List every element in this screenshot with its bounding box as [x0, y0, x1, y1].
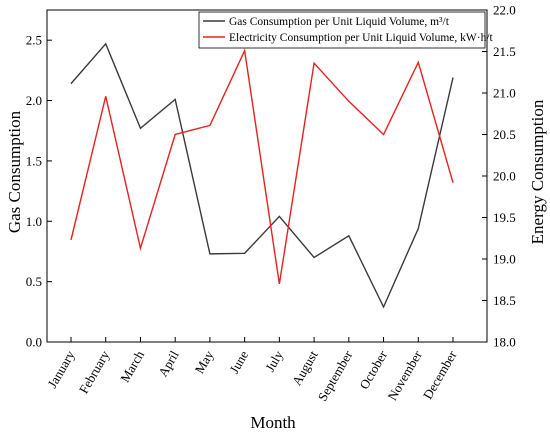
legend-label: Electricity Consumption per Unit Liquid …	[229, 32, 494, 44]
gas-consumption-line	[70, 42, 454, 309]
x-axis-title: Month	[250, 413, 296, 432]
legend-label: Gas Consumption per Unit Liquid Volume, …	[229, 16, 450, 28]
right-tick-label: 20.0	[493, 169, 516, 184]
left-tick-label: 1.5	[26, 153, 42, 168]
legend: Gas Consumption per Unit Liquid Volume, …	[198, 11, 494, 49]
left-tick-label: 2.5	[26, 33, 42, 48]
series-lines	[70, 42, 454, 309]
electricity-consumption-line	[70, 48, 454, 285]
left-tick-label: 2.0	[26, 93, 42, 108]
left-tick-label: 0.5	[26, 274, 42, 289]
right-tick-label: 18.0	[493, 335, 516, 350]
right-tick-label: 20.5	[493, 127, 516, 142]
legend-box	[198, 11, 486, 49]
left-tick-label: 0.0	[26, 335, 42, 350]
left-axis-ticks: 0.0 0.5 1.0 1.5 2.0 2.5	[26, 33, 52, 350]
left-axis-title: Gas Consumption	[5, 110, 24, 233]
right-tick-label: 18.5	[493, 293, 516, 308]
right-tick-label: 22.0	[493, 3, 516, 18]
right-tick-label: 19.5	[493, 210, 516, 225]
right-axis-ticks: 18.0 18.5 19.0 19.5 20.0 20.5 21.0 21.5 22.0	[482, 3, 516, 350]
right-tick-label: 19.0	[493, 252, 516, 267]
right-tick-label: 21.5	[493, 44, 516, 59]
left-tick-label: 1.0	[26, 214, 42, 229]
right-axis-title: Energy Consumption	[528, 99, 547, 244]
right-tick-label: 21.0	[493, 86, 516, 101]
